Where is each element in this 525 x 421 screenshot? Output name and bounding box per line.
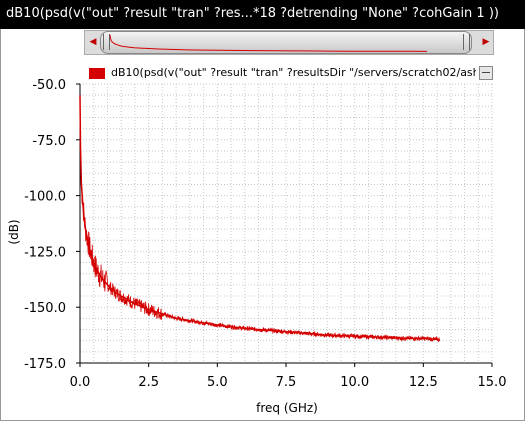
chart-axes bbox=[76, 83, 493, 367]
series-lines bbox=[79, 95, 440, 343]
y-tick-label: -50.0 bbox=[32, 78, 66, 93]
legend-label: dB10(psd(v("out" ?result "tran" ?results… bbox=[111, 66, 476, 79]
x-axis-label: freq (GHz) bbox=[256, 401, 318, 415]
y-tick-label: -175.0 bbox=[24, 357, 66, 372]
chart-grid bbox=[79, 83, 493, 364]
legend-collapse-button[interactable] bbox=[479, 66, 493, 80]
x-tick-label: 15.0 bbox=[478, 375, 507, 390]
x-tick-label: 7.5 bbox=[276, 375, 297, 390]
x-tick-label: 10.0 bbox=[340, 375, 369, 390]
right-grip-handle[interactable] bbox=[463, 34, 470, 50]
legend-swatch bbox=[89, 68, 105, 79]
y-axis-label: (dB) bbox=[7, 219, 21, 244]
y-tick-label: -150.0 bbox=[24, 301, 66, 316]
x-tick-label: 5.0 bbox=[207, 375, 228, 390]
y-tick-label: -75.0 bbox=[32, 134, 66, 149]
y-tick-label: -100.0 bbox=[24, 190, 66, 205]
overview-scroll-thumb[interactable] bbox=[100, 31, 472, 54]
scroll-left-arrow-icon[interactable]: ◀ bbox=[89, 37, 97, 47]
y-tick-label: -125.0 bbox=[24, 245, 66, 260]
x-tick-label: 12.5 bbox=[409, 375, 438, 390]
window-title: dB10(psd(v("out" ?result "tran" ?res...*… bbox=[0, 0, 525, 29]
x-tick-label: 2.5 bbox=[138, 375, 159, 390]
overview-thumbnail-trace bbox=[109, 34, 428, 52]
overview-trace-line bbox=[109, 34, 428, 52]
tick-labels: 0.0 2.5 5.0 7.5 10.0 12.5 15.0 -50.0 -75.0 -100.0… bbox=[24, 78, 506, 390]
left-grip-handle[interactable] bbox=[103, 34, 110, 50]
scroll-right-arrow-icon[interactable]: ▶ bbox=[482, 37, 490, 47]
x-tick-label: 0.0 bbox=[70, 375, 91, 390]
series-noise-trace bbox=[81, 184, 440, 343]
